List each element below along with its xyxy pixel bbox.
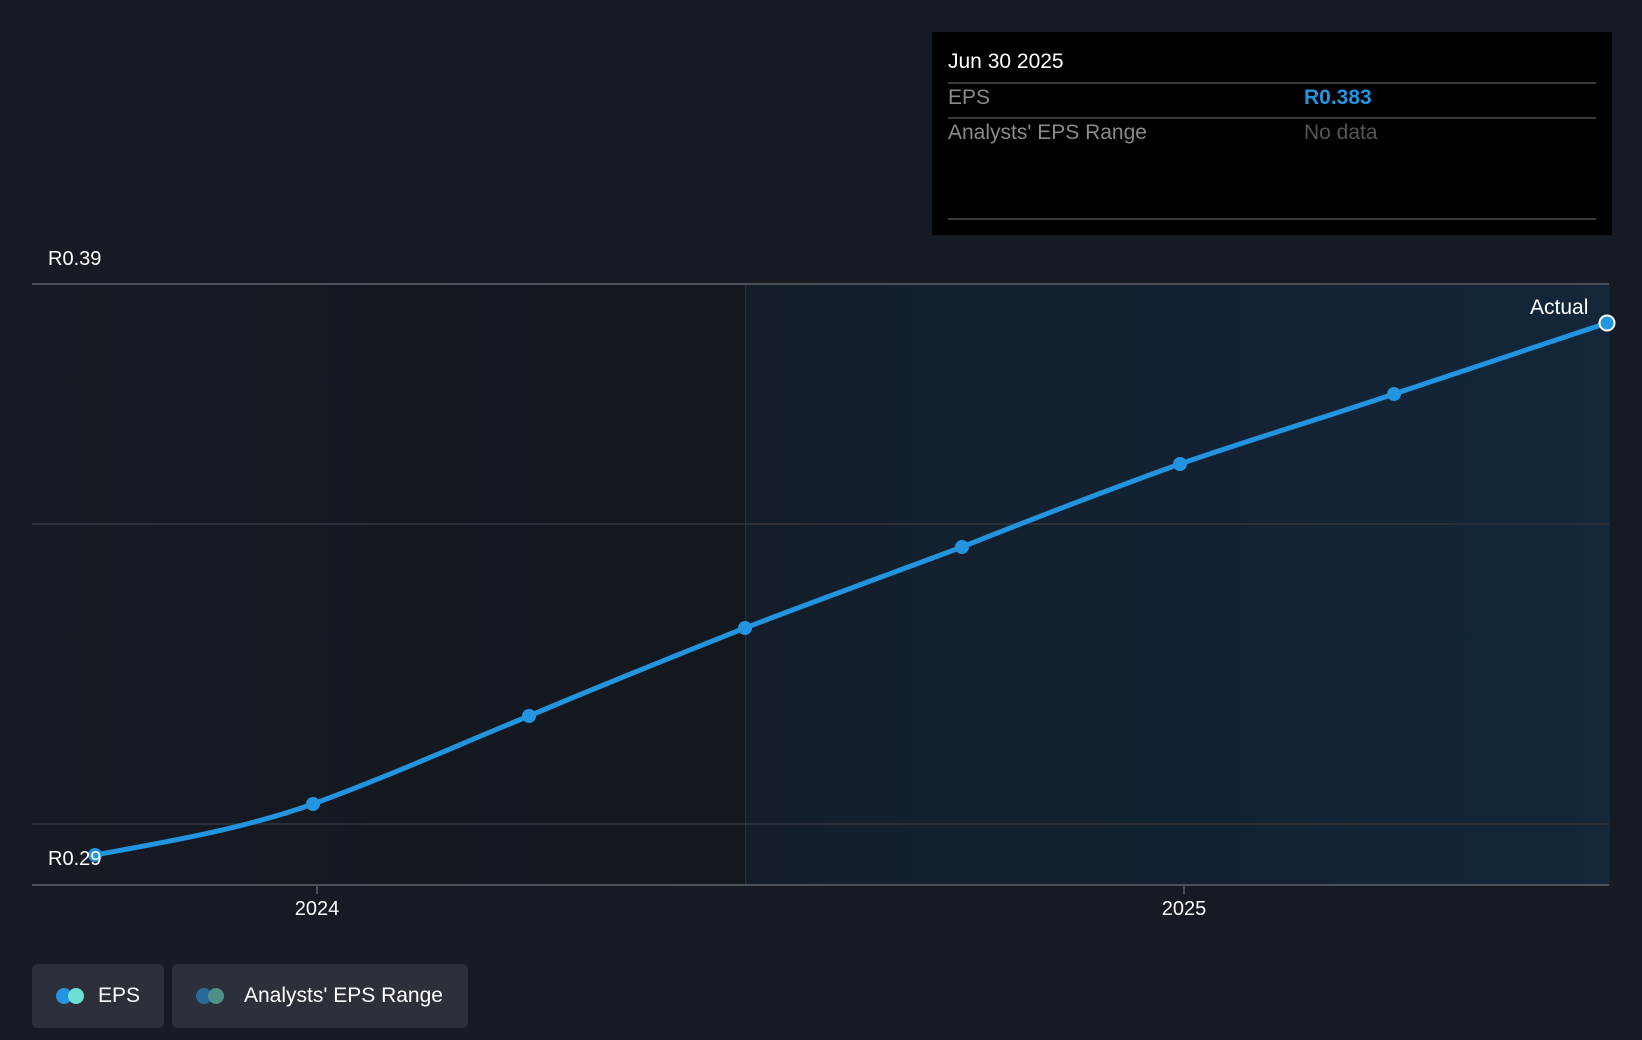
x-axis-label-2024: 2024 (294, 898, 340, 920)
data-point (522, 709, 536, 723)
eps-data-points (88, 387, 1401, 862)
tooltip-date: Jun 30 2025 (948, 50, 1064, 73)
tooltip-divider (948, 82, 1596, 84)
data-point (1173, 457, 1187, 471)
x-tick-2024 (316, 886, 318, 894)
range-legend-icon (196, 988, 226, 1004)
data-point (88, 848, 102, 862)
data-point (306, 797, 320, 811)
y-axis-label-bottom: R0.29 (48, 848, 102, 870)
x-tick-2025 (1183, 886, 1185, 894)
eps-line (92, 320, 1610, 858)
legend-label: Analysts' EPS Range (244, 984, 443, 1007)
x-axis-line (32, 884, 1609, 886)
eps-legend-icon (56, 988, 84, 1004)
tooltip-eps-value: R0.383 (1304, 86, 1372, 109)
plot-area-forecast (745, 284, 1610, 885)
gridline-mid (32, 523, 1609, 525)
tooltip-divider (948, 218, 1596, 220)
legend-item-eps[interactable]: EPS (32, 964, 164, 1028)
data-point (738, 621, 752, 635)
gridline-low (32, 823, 1609, 825)
gridline-top (32, 283, 1609, 285)
x-axis-label-2025: 2025 (1161, 898, 1207, 920)
tooltip: Jun 30 2025 EPS R0.383 Analysts' EPS Ran… (932, 32, 1612, 235)
tooltip-eps-label: EPS (948, 86, 991, 109)
actual-annotation: Actual (1530, 296, 1589, 319)
legend-label: EPS (97, 984, 140, 1007)
y-axis-label-top: R0.39 (48, 248, 102, 270)
plot-area-past (32, 284, 745, 885)
data-point-active (1598, 314, 1616, 332)
tooltip-divider (948, 117, 1596, 119)
data-point (1387, 387, 1401, 401)
tooltip-range-value: No data (1304, 121, 1378, 144)
data-point (955, 540, 969, 554)
tooltip-range-label: Analysts' EPS Range (948, 121, 1147, 144)
legend-item-analysts-range[interactable]: Analysts' EPS Range (172, 964, 468, 1028)
